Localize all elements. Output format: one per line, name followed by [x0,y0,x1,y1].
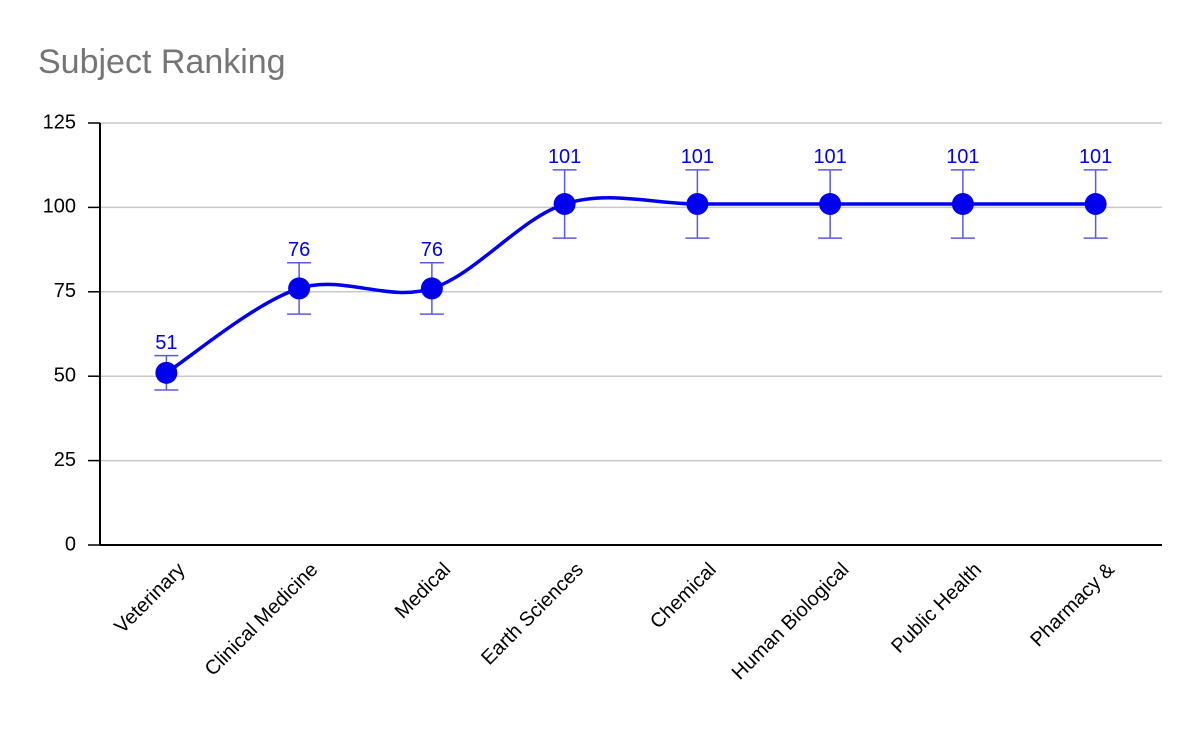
y-tick-label: 100 [43,196,76,218]
data-label: 101 [681,146,714,168]
data-label: 101 [946,146,979,168]
data-label: 51 [155,332,177,354]
y-tick-label: 0 [65,533,76,555]
point [155,361,178,384]
y-tick-label: 50 [54,364,76,386]
data-label: 76 [288,239,310,261]
point [553,193,576,216]
y-tick-label: 75 [54,280,76,302]
data-label: 101 [548,146,581,168]
point [819,193,842,216]
y-tick-label: 25 [54,449,76,471]
data-label: 76 [421,239,443,261]
point [686,193,709,216]
data-label: 101 [813,146,846,168]
point [951,193,974,216]
y-tick-label: 125 [43,111,76,133]
chart-title: Subject Ranking [38,43,286,81]
point [420,277,443,300]
data-label: 101 [1079,146,1112,168]
point [288,277,311,300]
point [1084,193,1107,216]
